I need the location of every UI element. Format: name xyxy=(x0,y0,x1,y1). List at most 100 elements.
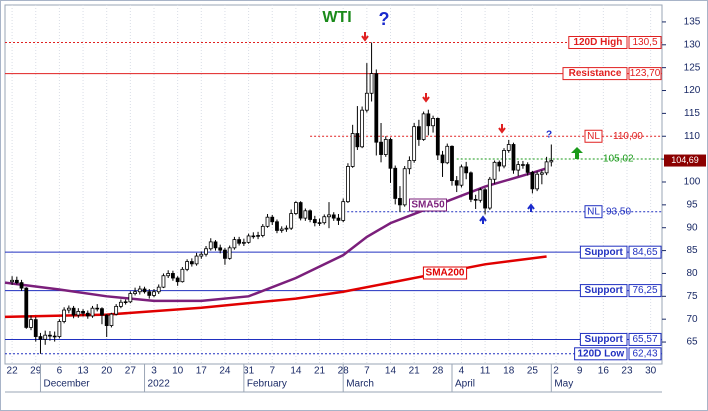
level-name: Support xyxy=(585,334,624,345)
candle-body xyxy=(24,287,29,328)
level-name-box xyxy=(579,284,628,298)
candle-body xyxy=(336,217,341,221)
sma-line xyxy=(4,255,547,319)
month-label: March xyxy=(346,379,374,390)
level-value-box xyxy=(628,332,662,346)
candle-body xyxy=(133,291,137,294)
candle-body xyxy=(303,210,308,219)
candle-body xyxy=(208,241,213,250)
candle-body xyxy=(142,288,147,293)
x-tick-label: 17 xyxy=(196,366,208,377)
candle-body xyxy=(421,113,426,140)
candle-body xyxy=(33,319,38,337)
candle-body xyxy=(483,189,487,209)
candle-body xyxy=(454,180,459,186)
candle-body xyxy=(128,293,133,303)
candle-body xyxy=(511,144,516,171)
arrow-up xyxy=(479,215,487,224)
x-tick-label: 27 xyxy=(125,366,137,377)
level-name-box xyxy=(584,129,603,143)
candle-body xyxy=(383,139,388,155)
candle-body xyxy=(161,275,166,288)
candle-body xyxy=(284,227,289,230)
candle-body xyxy=(393,167,398,199)
candle-body xyxy=(52,335,57,338)
annotation: ? xyxy=(546,130,552,141)
level-value: 105,02 xyxy=(603,154,634,165)
x-tick-label: 21 xyxy=(314,366,326,377)
x-tick-label: 29 xyxy=(30,366,42,377)
candle-body xyxy=(66,307,71,311)
candle-body xyxy=(407,160,412,170)
candle-body xyxy=(445,145,450,164)
candle-body xyxy=(189,261,194,265)
candle-body xyxy=(279,228,284,231)
candle-body xyxy=(426,113,431,127)
candle-body xyxy=(194,255,199,265)
x-tick-label: 9 xyxy=(577,366,583,377)
candle-body xyxy=(10,279,14,283)
candle-body xyxy=(95,307,100,310)
month-label: December xyxy=(43,379,90,390)
level-value-box xyxy=(628,67,662,81)
candle-body xyxy=(350,133,355,167)
y-tick-label: 125 xyxy=(684,62,701,73)
candle-body xyxy=(90,307,95,317)
level-value-box xyxy=(628,36,662,50)
level-name: 120D Low xyxy=(577,348,624,359)
price-tag: 104,69 xyxy=(671,155,699,165)
annotation: ? xyxy=(379,9,390,29)
x-tick-label: 14 xyxy=(290,366,302,377)
month-label: May xyxy=(554,379,573,390)
candle-body xyxy=(497,161,502,167)
plot-area xyxy=(4,4,663,365)
y-tick-label: 90 xyxy=(686,222,698,233)
candle-body xyxy=(237,239,242,244)
candle-body xyxy=(416,126,421,140)
candle-body xyxy=(38,336,43,340)
level-name: Support xyxy=(585,285,624,296)
candle-body xyxy=(62,309,67,322)
candle-body xyxy=(147,291,152,296)
x-tick-label: 16 xyxy=(598,366,610,377)
candle-body xyxy=(308,210,312,220)
candle-body xyxy=(412,126,417,161)
y-tick-label: 135 xyxy=(684,17,701,28)
candle-body xyxy=(487,178,492,209)
x-tick-label: 14 xyxy=(385,366,397,377)
candle-body xyxy=(549,160,554,163)
y-tick-label: 75 xyxy=(686,291,698,302)
level-name-box xyxy=(579,332,628,346)
candle-body xyxy=(516,164,521,171)
candle-body xyxy=(137,288,142,293)
candle-body xyxy=(204,248,208,255)
level-name: NL xyxy=(587,206,600,217)
candle-body xyxy=(440,154,445,164)
candle-body xyxy=(43,334,48,340)
candle-body xyxy=(251,235,256,238)
candle-body xyxy=(123,301,128,304)
series-label-box xyxy=(422,266,468,280)
x-tick-label: 31 xyxy=(243,366,255,377)
candle-body xyxy=(369,73,374,94)
candle-body xyxy=(199,253,204,257)
candle-body xyxy=(232,239,237,249)
level-value: 93,50 xyxy=(606,206,631,217)
series-label: SMA200 xyxy=(426,268,465,279)
level-value: 123,70 xyxy=(630,68,661,79)
x-tick-label: 3 xyxy=(151,366,157,377)
x-tick-label: 25 xyxy=(527,366,539,377)
candle-body xyxy=(312,219,317,224)
level-name-box xyxy=(579,245,628,259)
candle-body xyxy=(346,166,350,203)
candle-body xyxy=(109,313,114,326)
candle-body xyxy=(459,166,464,186)
level-value: 65,57 xyxy=(632,334,657,345)
candle-body xyxy=(180,268,185,283)
candle-body xyxy=(256,235,260,237)
candle-body xyxy=(317,222,322,224)
price-tag-box xyxy=(664,154,706,167)
candle-body xyxy=(525,164,530,173)
candle-body xyxy=(388,139,393,169)
